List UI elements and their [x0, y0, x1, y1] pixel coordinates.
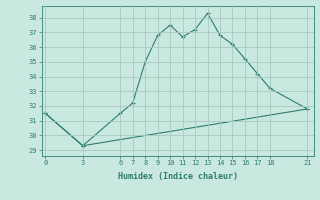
X-axis label: Humidex (Indice chaleur): Humidex (Indice chaleur) [118, 172, 237, 181]
